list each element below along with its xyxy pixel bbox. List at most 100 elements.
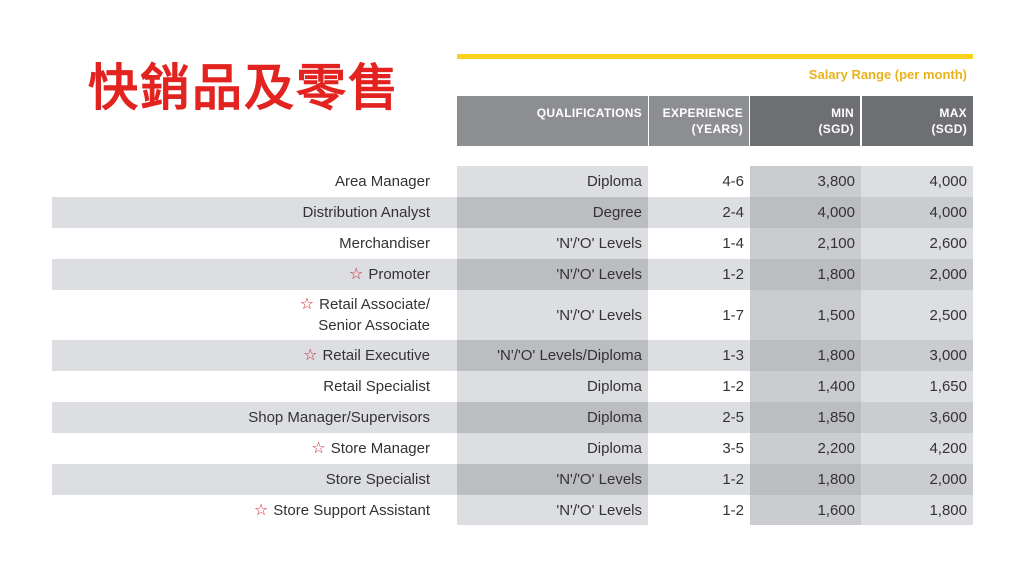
- min-salary-cell: 2,100: [817, 235, 855, 252]
- table-row: Store Specialist 'N'/'O' Levels 1-2 1,800 2,…: [52, 464, 973, 495]
- min-salary-cell: 1,850: [817, 409, 855, 426]
- job-title-line: Senior Associate: [318, 315, 430, 336]
- max-col-bg: [861, 371, 973, 402]
- accent-divider: [457, 54, 973, 59]
- experience-cell: 1-2: [722, 266, 744, 283]
- experience-cell: 2-4: [722, 204, 744, 221]
- max-salary-cell: 1,650: [929, 378, 967, 395]
- table-row: ☆ Retail Associate/Senior Associate 'N'/'O…: [52, 290, 973, 340]
- table-row: Merchandiser 'N'/'O' Levels 1-4 2,100 2,600: [52, 228, 973, 259]
- job-title-text: Shop Manager/Supervisors: [248, 409, 430, 426]
- max-col-bg: [861, 197, 973, 228]
- min-salary-cell: 2,200: [817, 440, 855, 457]
- job-title-line: Area Manager: [335, 171, 430, 192]
- job-title: ☆ Retail Executive: [303, 345, 430, 366]
- qualification-cell: 'N'/'O' Levels: [556, 501, 642, 519]
- qual-col-bg: [457, 340, 648, 371]
- qual-col-bg: [457, 259, 648, 290]
- experience-cell: 2-5: [722, 409, 744, 426]
- header-max: MAX (SGD): [861, 96, 973, 146]
- job-title-cell: Shop Manager/Supervisors: [52, 402, 435, 433]
- experience-cell: 4-6: [722, 173, 744, 190]
- job-title-line: Store Specialist: [326, 469, 430, 490]
- star-icon: ☆: [311, 440, 326, 457]
- min-col-bg: [750, 402, 861, 433]
- header-max-line2: (SGD): [931, 122, 967, 136]
- experience-cell: 1-7: [722, 306, 744, 324]
- qual-col-bg: [457, 290, 648, 340]
- max-col-bg: [861, 402, 973, 433]
- max-col-bg: [861, 464, 973, 495]
- max-col-bg: [861, 290, 973, 340]
- max-salary-cell: 2,000: [929, 266, 967, 283]
- qualification-cell: 'N'/'O' Levels: [556, 266, 642, 283]
- job-title-text: Retail Executive: [322, 347, 430, 364]
- job-title-line: Distribution Analyst: [302, 202, 430, 223]
- job-title: ☆ Promoter: [349, 264, 430, 285]
- exp-col-bg: [648, 259, 750, 290]
- qualification-cell: 'N'/'O' Levels/Diploma: [497, 347, 642, 364]
- job-title-cell: Store Specialist: [52, 464, 435, 495]
- experience-cell: 1-2: [722, 471, 744, 488]
- header-max-line1: MAX: [939, 106, 967, 120]
- exp-col-bg: [648, 340, 750, 371]
- max-col-bg: [861, 433, 973, 464]
- max-col-bg: [861, 166, 973, 197]
- max-salary-cell: 3,600: [929, 409, 967, 426]
- star-icon: ☆: [253, 501, 269, 519]
- qualification-cell: 'N'/'O' Levels: [556, 471, 642, 488]
- job-title-line: ☆ Promoter: [349, 264, 430, 285]
- exp-col-bg: [648, 166, 750, 197]
- min-salary-cell: 1,800: [817, 266, 855, 283]
- table-row: Shop Manager/Supervisors Diploma 2-5 1,850 3…: [52, 402, 973, 433]
- job-title: ☆ Store Support Assistant: [254, 500, 430, 521]
- experience-cell: 1-2: [722, 501, 744, 519]
- exp-col-bg: [648, 433, 750, 464]
- header-min-line1: MIN: [831, 106, 854, 120]
- min-col-bg: [750, 197, 861, 228]
- job-title: Area Manager: [335, 171, 430, 192]
- job-title: Distribution Analyst: [302, 202, 430, 223]
- qualification-cell: Diploma: [586, 440, 642, 457]
- qualification-cell: 'N'/'O' Levels: [556, 235, 642, 252]
- job-title-line: Merchandiser: [339, 233, 430, 254]
- job-title-line: ☆ Retail Associate/: [300, 294, 430, 315]
- job-title-line: ☆ Retail Executive: [303, 345, 430, 366]
- job-title: Shop Manager/Supervisors: [248, 407, 430, 428]
- min-salary-cell: 1,600: [817, 501, 855, 519]
- star-icon: ☆: [299, 296, 315, 313]
- job-title-text: Senior Associate: [318, 317, 430, 334]
- job-title-cell: ☆ Promoter: [52, 259, 435, 290]
- max-col-bg: [861, 259, 973, 290]
- job-title-cell: ☆ Store Manager: [52, 433, 435, 464]
- job-title: Store Specialist: [326, 469, 430, 490]
- job-title: Merchandiser: [339, 233, 430, 254]
- header-experience: EXPERIENCE (YEARS): [649, 96, 749, 146]
- star-icon: ☆: [303, 347, 318, 364]
- job-title-text: Store Manager: [330, 440, 430, 457]
- table-row: ☆ Retail Executive 'N'/'O' Levels/Diploma 1…: [52, 340, 973, 371]
- job-title-text: Store Specialist: [325, 471, 430, 488]
- job-title-cell: Merchandiser: [52, 228, 435, 259]
- qual-col-bg: [457, 197, 648, 228]
- table-row: ☆ Store Support Assistant 'N'/'O' Levels 1-…: [52, 495, 973, 525]
- job-title-cell: Area Manager: [52, 166, 435, 197]
- job-title: ☆ Store Manager: [311, 438, 430, 459]
- qual-col-bg: [457, 371, 648, 402]
- min-col-bg: [750, 228, 861, 259]
- min-col-bg: [750, 371, 861, 402]
- qual-col-bg: [457, 228, 648, 259]
- min-salary-cell: 4,000: [817, 204, 855, 221]
- max-salary-cell: 1,800: [929, 501, 967, 519]
- job-title: ☆ Retail Associate/Senior Associate: [300, 294, 430, 336]
- qualification-cell: Diploma: [586, 378, 642, 395]
- job-title-cell: Distribution Analyst: [52, 197, 435, 228]
- qualification-cell: 'N'/'O' Levels: [556, 306, 642, 324]
- exp-col-bg: [648, 495, 750, 525]
- table-row: ☆ Store Manager Diploma 3-5 2,200 4,200: [52, 433, 973, 464]
- table-row: Distribution Analyst Degree 2-4 4,000 4,000: [52, 197, 973, 228]
- qualification-cell: Degree: [592, 204, 642, 221]
- min-col-bg: [750, 340, 861, 371]
- job-title-line: Retail Specialist: [323, 376, 430, 397]
- exp-col-bg: [648, 228, 750, 259]
